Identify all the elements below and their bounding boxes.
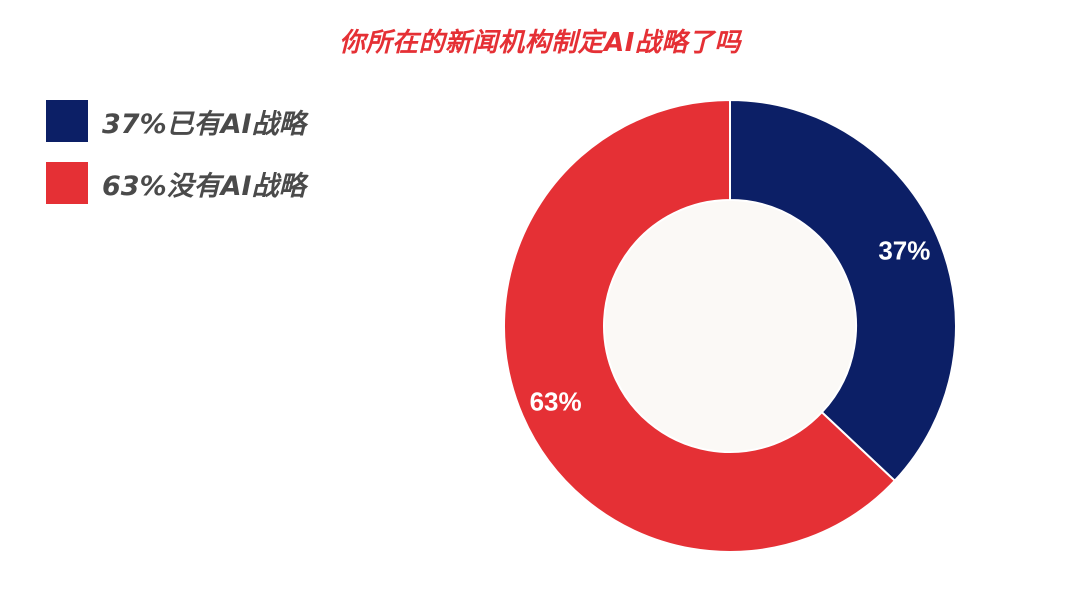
slice-label-no-strategy: 63% xyxy=(530,386,582,416)
slice-label-has-strategy: 37% xyxy=(878,236,930,266)
legend-swatch-has-strategy xyxy=(46,100,88,142)
legend-item-has-strategy: 37%已有AI战略 xyxy=(46,99,306,143)
chart-title: 你所在的新闻机构制定AI战略了吗 xyxy=(339,28,741,58)
slice-no-strategy xyxy=(503,98,897,553)
legend-item-no-strategy: 63%没有AI战略 xyxy=(46,161,306,205)
slice-has-strategy xyxy=(729,98,957,483)
legend-swatch-no-strategy xyxy=(46,162,88,204)
donut-hole xyxy=(605,201,855,451)
legend: 37%已有AI战略 63%没有AI战略 xyxy=(46,99,306,223)
legend-label-has-strategy: 37%已有AI战略 xyxy=(102,108,306,140)
legend-label-no-strategy: 63%没有AI战略 xyxy=(102,170,306,202)
